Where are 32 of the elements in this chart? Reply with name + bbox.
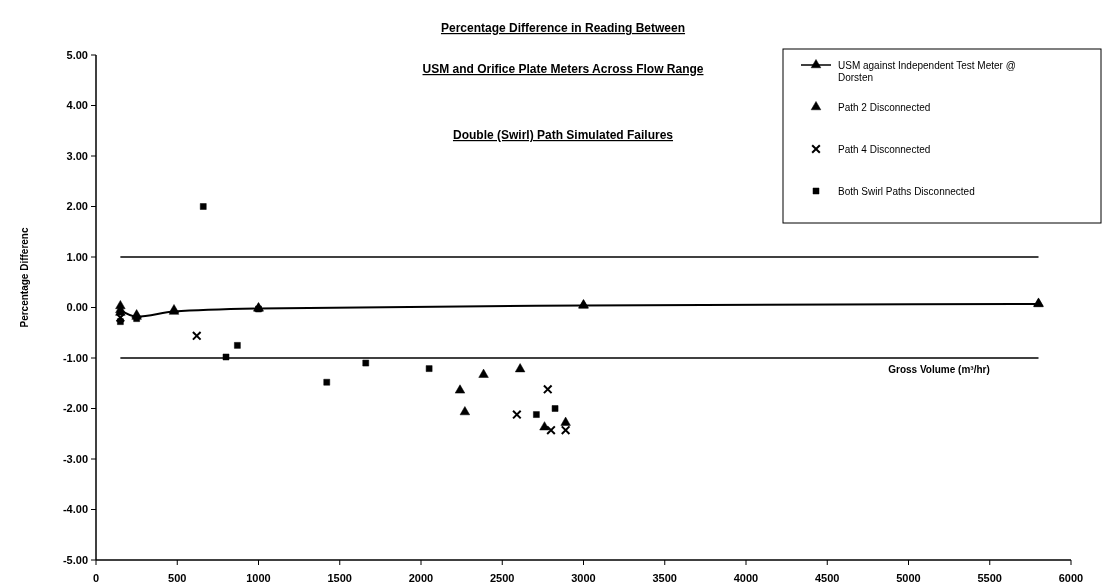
x-tick-label: 0 [92,572,100,584]
x-tick-label: 2500 [490,572,515,584]
x-tick-label: 4500 [815,572,840,584]
x-axis-title: Gross Volume (m³/hr) [888,364,990,375]
x-tick-label: 3000 [571,572,596,584]
y-tick-label: -4.00 [62,503,88,516]
y-tick-label: -5.00 [62,553,88,566]
x-tick-label: 500 [168,572,187,584]
x-tick-label: 5500 [977,572,1002,584]
y-tick-label: 0.00 [66,301,88,314]
y-tick-label: 5.00 [66,48,88,61]
y-tick-label: 1.00 [66,250,88,263]
legend-label: Both Swirl Paths Disconnected [838,185,975,197]
y-tick-label: -3.00 [62,452,88,465]
text: Double (Swirl) Path Simulated Failures [452,128,674,142]
y-tick-label: -2.00 [62,402,88,415]
y-tick-label: 2.00 [66,200,88,213]
y-tick-label: 4.00 [66,99,88,112]
x-tick-label: 2000 [408,572,434,584]
x-tick-label: 6000 [1058,572,1084,584]
y-tick-label: -1.00 [62,351,88,364]
x-tick-label: 5000 [896,572,921,584]
x-tick-label: 4000 [733,572,759,584]
legend-label: Path 4 Disconnected [838,143,931,155]
x-tick-label: 3500 [652,572,677,584]
x-tick-label: 1500 [327,572,352,584]
x-tick-label: 1000 [246,572,271,584]
legend-label: USM against Independent Test Meter @ Dorsten [838,59,1016,83]
y-tick-label: 3.00 [66,149,88,162]
y-axis-title: Percentage Differenc [19,227,30,328]
chart-title: Percentage Difference in Reading Between USM and Orifice Plate Meters Across Flow Range [422,21,704,76]
legend-label: Path 2 Disconnected [838,101,931,113]
